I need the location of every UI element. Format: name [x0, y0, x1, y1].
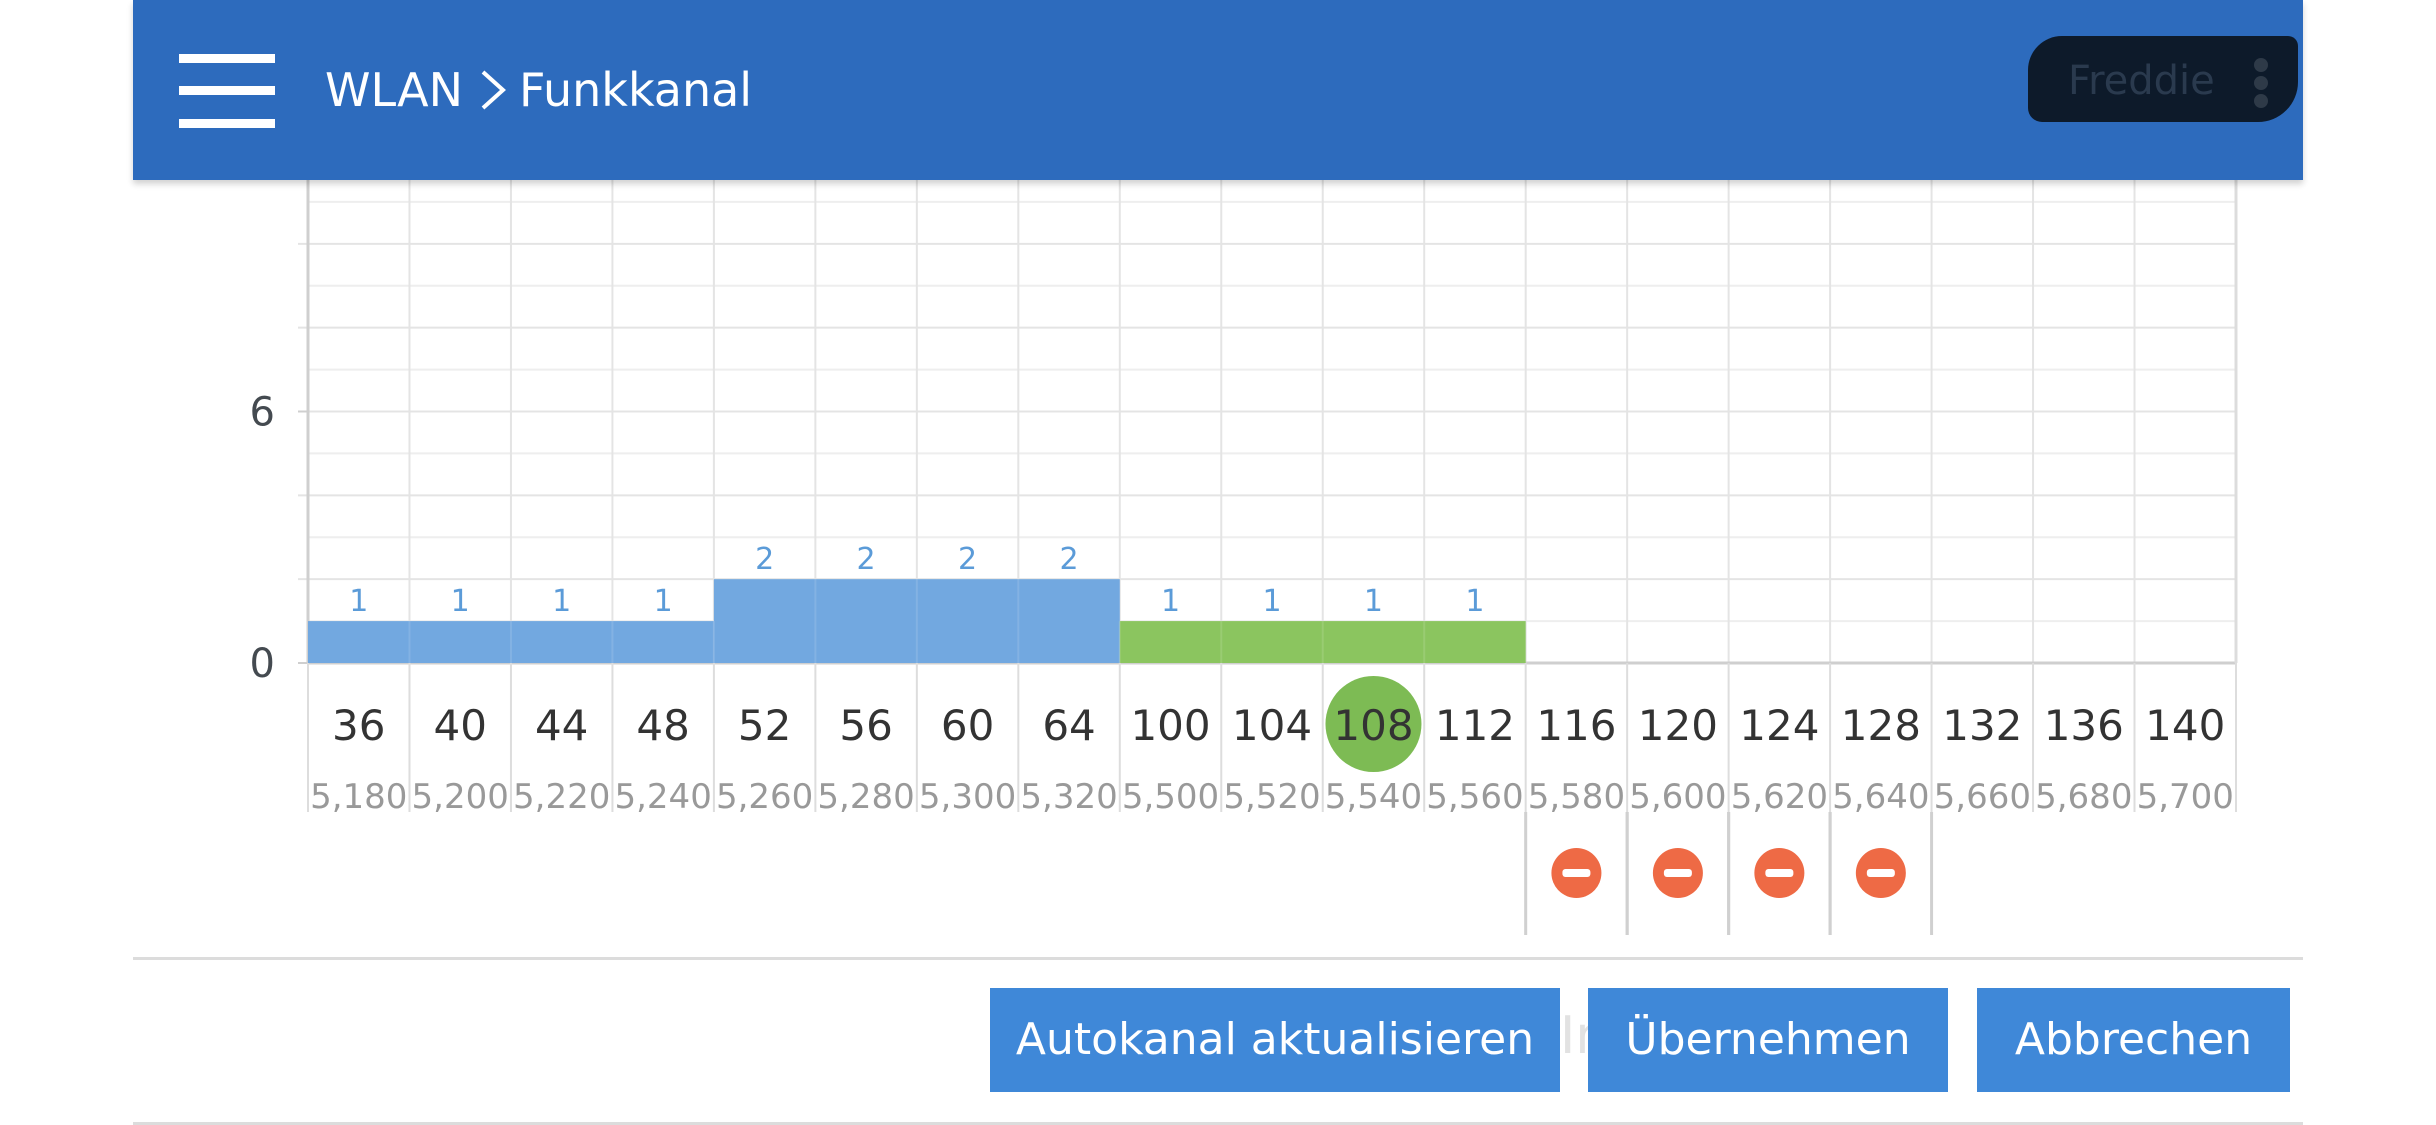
- channel-chart: 061 1 1 12 2 2 21 1 1 1365,180405,200445,220485,2…: [250, 159, 2238, 935]
- minus-circle-icon-bar: [1765, 869, 1794, 877]
- channel-label[interactable]: 120: [1638, 701, 1718, 750]
- bar-value-label: 1: [654, 584, 673, 619]
- frequency-label: 5,540: [1325, 777, 1422, 817]
- app-header: WLAN Funkkanal Freddie: [133, 0, 2303, 180]
- frequency-label: 5,680: [2035, 777, 2132, 817]
- bar-group: [1119, 621, 1526, 663]
- channel-label[interactable]: 60: [941, 701, 994, 750]
- divider: [133, 957, 2303, 960]
- bar-value-label: 1: [1364, 584, 1383, 619]
- channel-label[interactable]: 48: [636, 701, 689, 750]
- apply-button[interactable]: Übernehmen: [1588, 988, 1948, 1092]
- bar-value-label: 1: [451, 584, 470, 619]
- channel-label[interactable]: 56: [839, 701, 892, 750]
- bar-value-label: 1: [552, 584, 571, 619]
- hamburger-icon[interactable]: [179, 54, 275, 128]
- page-title: Funkkanal: [519, 63, 753, 117]
- bar-group: [713, 579, 1120, 663]
- minus-circle-icon-bar: [1562, 869, 1591, 877]
- cancel-button[interactable]: Abbrechen: [1977, 988, 2290, 1092]
- user-menu[interactable]: Freddie: [2028, 36, 2298, 122]
- autochannel-update-button[interactable]: Autokanal aktualisieren: [990, 988, 1560, 1092]
- y-tick-label: 6: [250, 390, 275, 436]
- channel-label[interactable]: 108: [1333, 701, 1413, 750]
- bar-value-label: 2: [958, 542, 977, 577]
- channel-label[interactable]: 112: [1435, 701, 1515, 750]
- channel-label[interactable]: 64: [1042, 701, 1095, 750]
- frequency-label: 5,660: [1934, 777, 2031, 817]
- selected-channel-marker: [1325, 676, 1422, 772]
- frequency-label: 5,600: [1629, 777, 1726, 817]
- frequency-label: 5,220: [513, 777, 610, 817]
- frequency-label: 5,520: [1223, 777, 1320, 817]
- bar-value-label: 2: [857, 542, 876, 577]
- frequency-label: 5,280: [817, 777, 914, 817]
- channel-label[interactable]: 132: [1942, 701, 2022, 750]
- frequency-label: 5,620: [1731, 777, 1828, 817]
- channel-label[interactable]: 100: [1130, 701, 1210, 750]
- frequency-label: 5,700: [2137, 777, 2234, 817]
- channel-label[interactable]: 124: [1739, 701, 1819, 750]
- channel-label[interactable]: 52: [738, 701, 791, 750]
- frequency-label: 5,200: [412, 777, 509, 817]
- chevron-right-icon: [481, 70, 507, 110]
- channel-label[interactable]: 128: [1841, 701, 1921, 750]
- breadcrumb: WLAN Funkkanal: [325, 58, 752, 122]
- user-name: Freddie: [2068, 58, 2215, 104]
- frequency-label: 5,300: [919, 777, 1016, 817]
- channel-label[interactable]: 104: [1232, 701, 1312, 750]
- channel-label[interactable]: 44: [535, 701, 588, 750]
- more-vertical-icon[interactable]: [2254, 58, 2270, 108]
- channel-label[interactable]: 40: [433, 701, 486, 750]
- frequency-label: 5,560: [1426, 777, 1523, 817]
- bar-value-label: 1: [1262, 584, 1281, 619]
- frequency-label: 5,320: [1020, 777, 1117, 817]
- bar-value-label: 1: [1161, 584, 1180, 619]
- frequency-label: 5,640: [1832, 777, 1929, 817]
- divider: [133, 1122, 2303, 1125]
- bar-value-label: 2: [755, 542, 774, 577]
- channel-label[interactable]: 140: [2145, 701, 2225, 750]
- frequency-label: 5,580: [1528, 777, 1625, 817]
- y-tick-label: 0: [250, 641, 275, 687]
- channel-label[interactable]: 116: [1536, 701, 1616, 750]
- minus-circle-icon-bar: [1663, 869, 1692, 877]
- bar-value-label: 1: [349, 584, 368, 619]
- frequency-label: 5,500: [1122, 777, 1219, 817]
- frequency-label: 5,180: [310, 777, 407, 817]
- bar-value-label: 1: [1465, 584, 1484, 619]
- bar-group: [308, 621, 714, 663]
- minus-circle-icon-bar: [1866, 869, 1895, 877]
- channel-label[interactable]: 36: [332, 701, 385, 750]
- frequency-label: 5,240: [614, 777, 711, 817]
- breadcrumb-section[interactable]: WLAN: [325, 63, 464, 117]
- channel-label[interactable]: 136: [2044, 701, 2124, 750]
- frequency-label: 5,260: [716, 777, 813, 817]
- bar-value-label: 2: [1060, 542, 1079, 577]
